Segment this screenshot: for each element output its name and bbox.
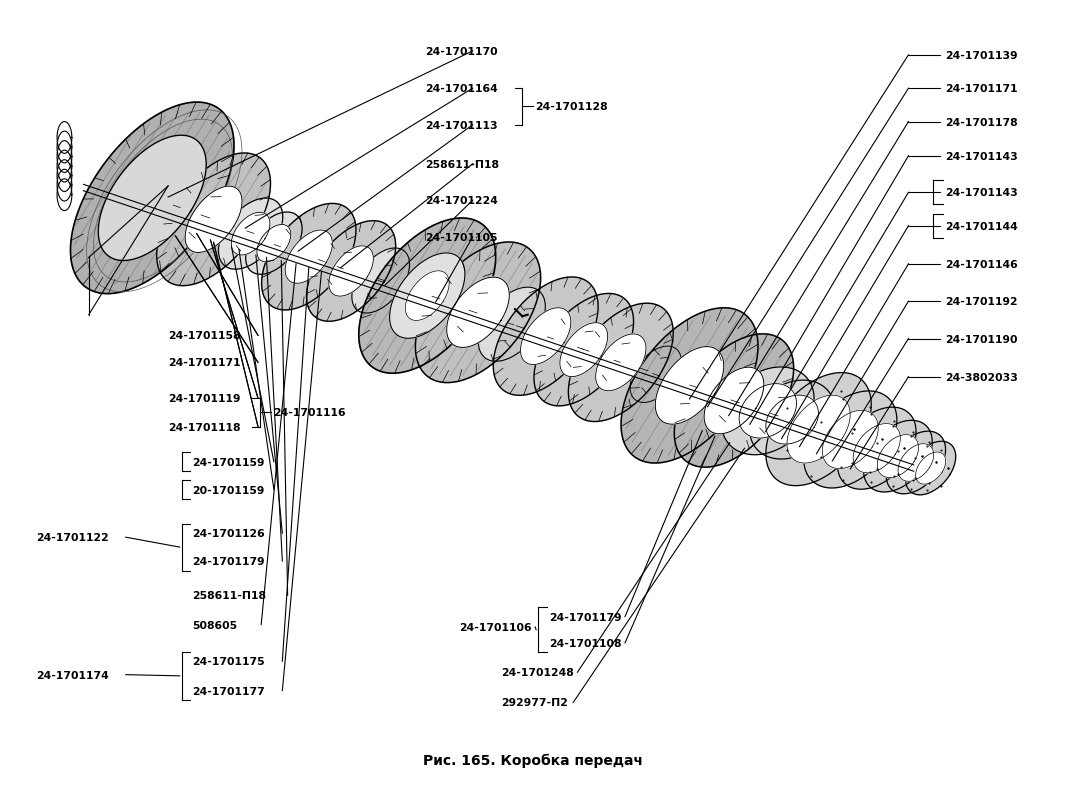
Polygon shape: [705, 368, 764, 434]
Text: 24-1701146: 24-1701146: [946, 260, 1018, 269]
Text: 24-1701190: 24-1701190: [946, 334, 1018, 344]
Polygon shape: [630, 346, 681, 403]
Polygon shape: [739, 384, 796, 439]
Text: 508605: 508605: [193, 620, 238, 630]
Polygon shape: [494, 277, 598, 396]
Polygon shape: [916, 452, 946, 484]
Text: 24-1701143: 24-1701143: [946, 188, 1018, 198]
Text: Рис. 165. Коробка передач: Рис. 165. Коробка передач: [423, 752, 643, 767]
Text: 258611-П18: 258611-П18: [425, 160, 499, 169]
Polygon shape: [722, 367, 814, 456]
Text: 24-1701178: 24-1701178: [946, 117, 1018, 128]
Text: 24-1701177: 24-1701177: [193, 686, 265, 695]
Text: 24-1701175: 24-1701175: [193, 656, 265, 666]
Polygon shape: [749, 381, 835, 460]
Polygon shape: [257, 225, 291, 262]
Polygon shape: [765, 373, 871, 486]
Text: 24-1701171: 24-1701171: [946, 84, 1018, 94]
Text: 24-1701113: 24-1701113: [425, 120, 498, 131]
Polygon shape: [231, 213, 270, 256]
Text: 24-1701128: 24-1701128: [535, 103, 608, 112]
Polygon shape: [157, 154, 271, 286]
Polygon shape: [621, 309, 758, 464]
Polygon shape: [245, 213, 302, 275]
Polygon shape: [656, 347, 724, 425]
Text: 24-1701119: 24-1701119: [168, 394, 241, 403]
Text: 24-1701159: 24-1701159: [193, 457, 265, 467]
Text: 24-1701106: 24-1701106: [459, 622, 532, 632]
Polygon shape: [765, 395, 819, 444]
Text: 24-1701179: 24-1701179: [549, 612, 621, 622]
Polygon shape: [479, 288, 546, 362]
Text: 24-1701192: 24-1701192: [946, 297, 1018, 307]
Text: 24-1701144: 24-1701144: [946, 221, 1018, 232]
Polygon shape: [886, 431, 946, 494]
Polygon shape: [534, 294, 633, 407]
Text: 24-1701118: 24-1701118: [168, 422, 241, 432]
Polygon shape: [787, 395, 851, 464]
Polygon shape: [307, 221, 395, 322]
Text: 24-1701108: 24-1701108: [549, 638, 621, 648]
Polygon shape: [219, 199, 282, 269]
Polygon shape: [568, 304, 674, 422]
Polygon shape: [261, 205, 356, 310]
Text: 24-1701174: 24-1701174: [36, 670, 109, 680]
Text: 24-1701143: 24-1701143: [946, 152, 1018, 161]
Polygon shape: [520, 308, 571, 365]
Polygon shape: [596, 334, 646, 391]
Polygon shape: [898, 444, 934, 482]
Text: 24-1701116: 24-1701116: [273, 408, 345, 418]
Polygon shape: [804, 391, 897, 488]
Text: 24-3802033: 24-3802033: [946, 372, 1018, 383]
Text: 24-1701179: 24-1701179: [193, 557, 265, 566]
Polygon shape: [838, 407, 916, 489]
Polygon shape: [822, 411, 878, 469]
Polygon shape: [185, 187, 242, 253]
Polygon shape: [405, 271, 449, 321]
Polygon shape: [328, 246, 373, 297]
Text: 24-1701164: 24-1701164: [425, 84, 498, 94]
Text: 24-1701224: 24-1701224: [425, 196, 498, 206]
Polygon shape: [675, 334, 794, 468]
Text: 24-1701126: 24-1701126: [193, 529, 265, 538]
Polygon shape: [286, 231, 333, 284]
Text: 258611-П18: 258611-П18: [193, 590, 266, 601]
Polygon shape: [352, 249, 409, 314]
Text: 24-1701171: 24-1701171: [168, 358, 241, 368]
Polygon shape: [560, 323, 608, 377]
Text: 20-1701159: 20-1701159: [193, 485, 264, 495]
Text: 24-1701122: 24-1701122: [36, 533, 109, 542]
Polygon shape: [70, 103, 235, 294]
Polygon shape: [863, 421, 933, 492]
Text: 292977-П2: 292977-П2: [501, 698, 568, 707]
Text: 24-1701248: 24-1701248: [501, 667, 574, 678]
Polygon shape: [877, 435, 919, 478]
Text: 24-1701105: 24-1701105: [425, 233, 498, 242]
Polygon shape: [389, 253, 465, 339]
Text: 24-1701139: 24-1701139: [946, 51, 1018, 61]
Text: 24-1701170: 24-1701170: [425, 47, 498, 57]
Polygon shape: [416, 243, 540, 383]
Polygon shape: [98, 136, 206, 261]
Polygon shape: [853, 424, 901, 473]
Polygon shape: [906, 442, 956, 495]
Polygon shape: [359, 219, 496, 374]
Polygon shape: [447, 277, 510, 348]
Text: 24-1701158: 24-1701158: [168, 331, 241, 341]
